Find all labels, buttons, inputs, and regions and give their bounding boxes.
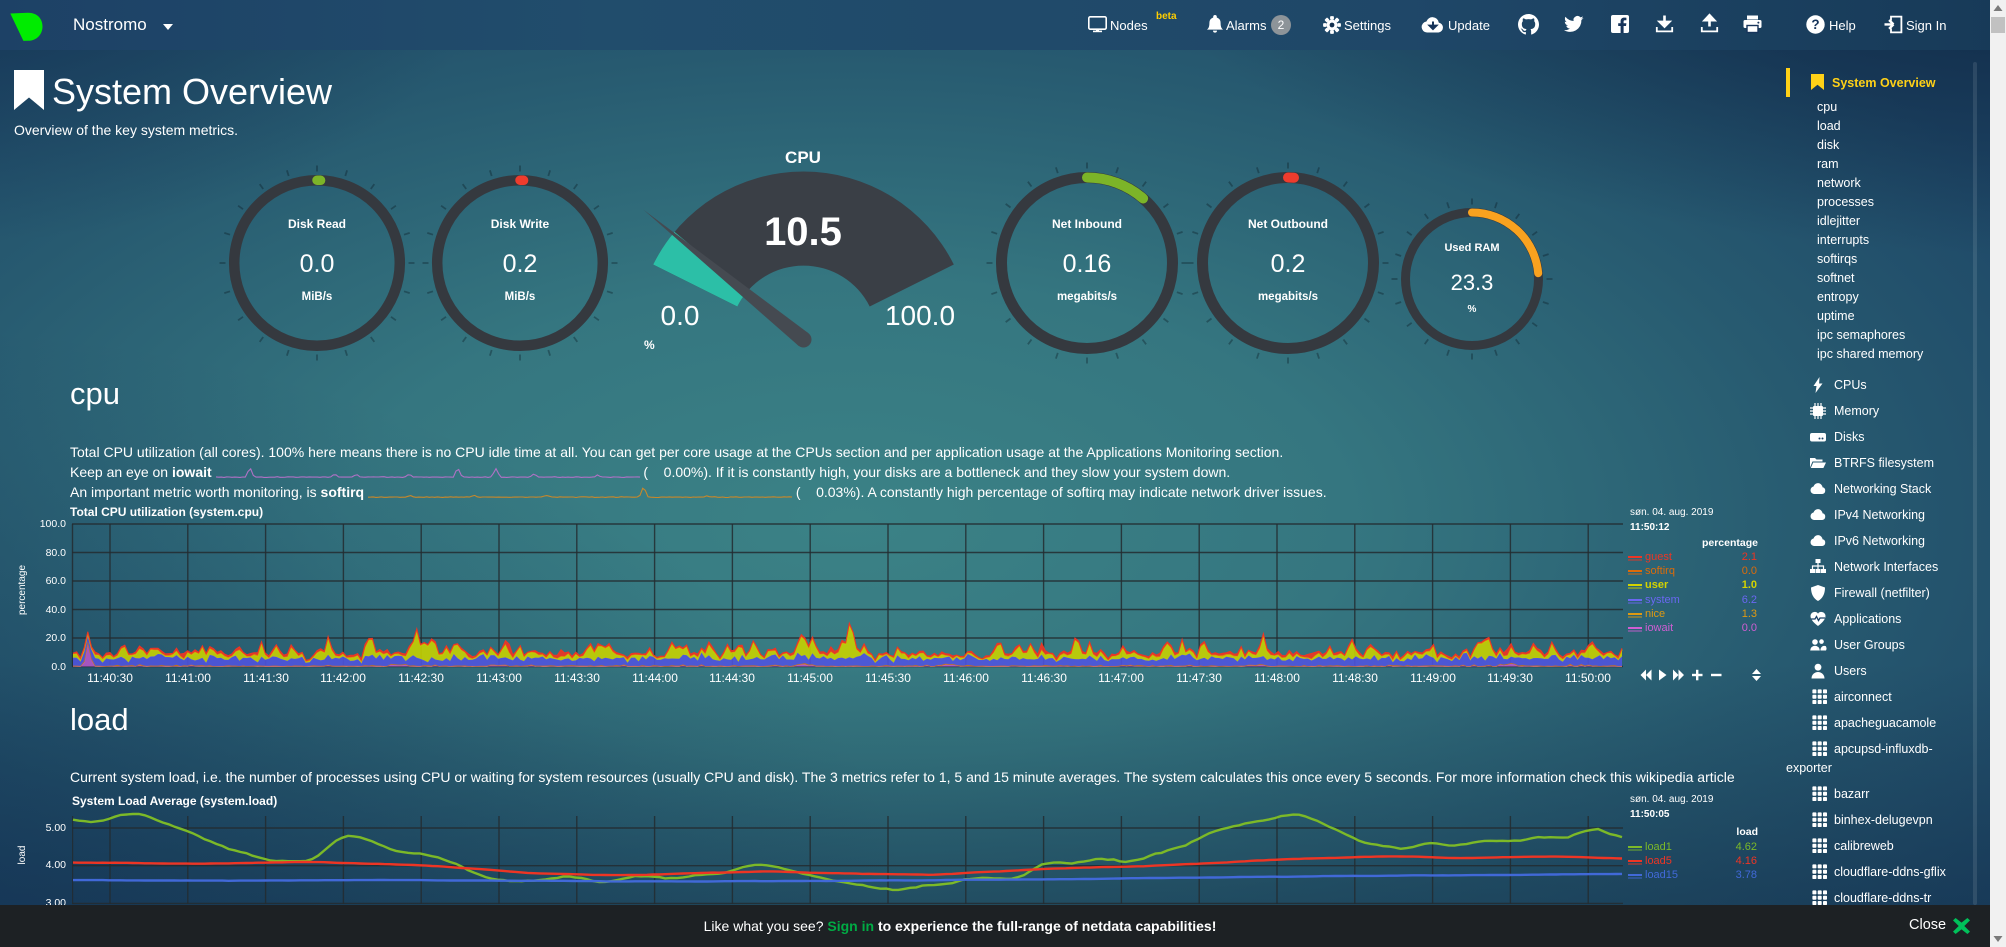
svg-text:?: ? [1811,17,1819,32]
